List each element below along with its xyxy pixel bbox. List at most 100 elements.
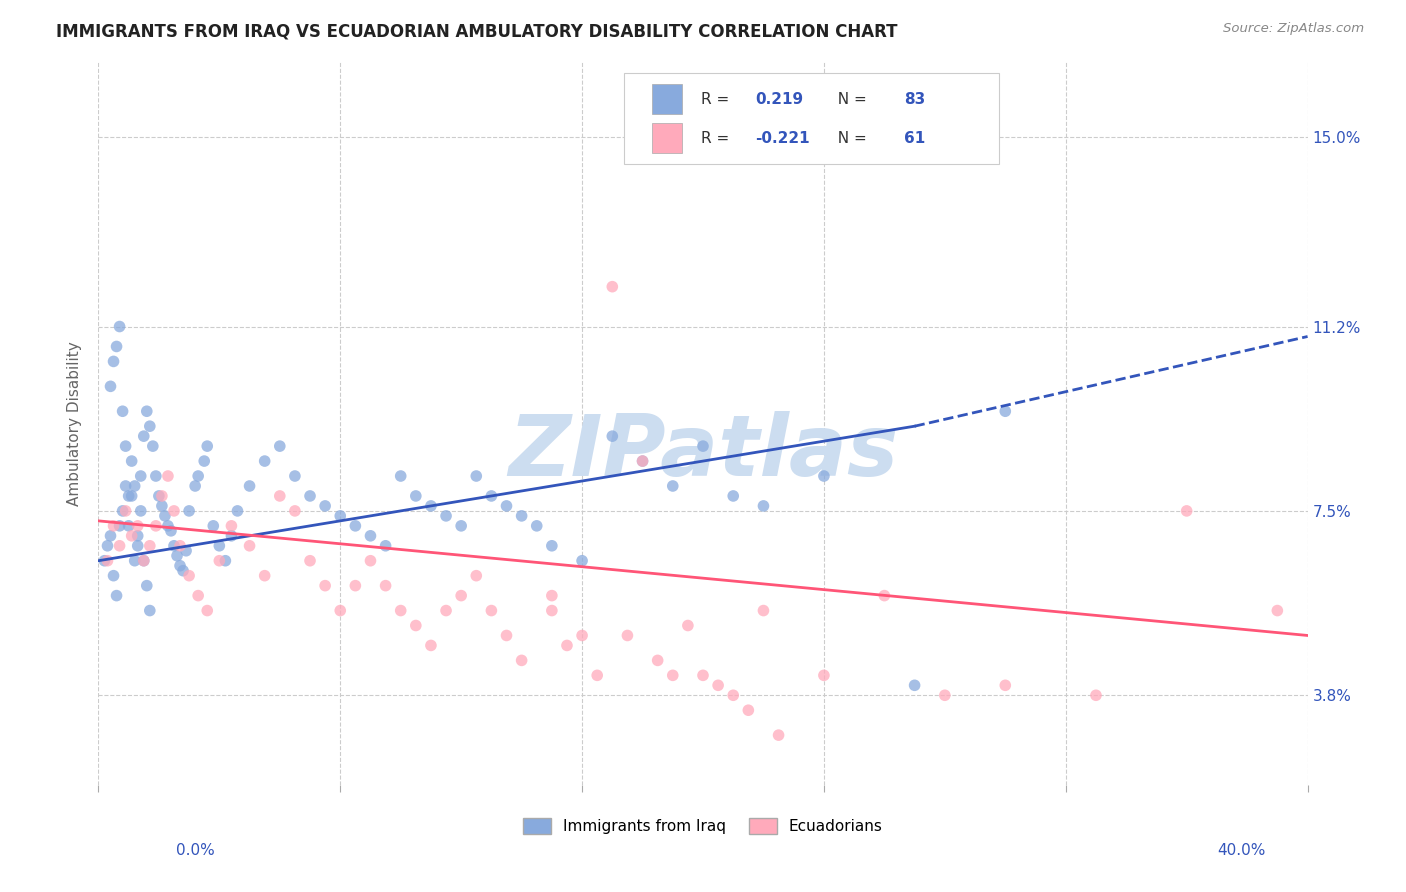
Point xyxy=(269,489,291,503)
Point xyxy=(510,508,533,523)
Point xyxy=(103,568,125,582)
Point xyxy=(540,539,562,553)
Point xyxy=(253,568,276,582)
Point xyxy=(934,688,956,702)
Point xyxy=(114,504,136,518)
Point xyxy=(124,479,146,493)
FancyBboxPatch shape xyxy=(624,73,1000,163)
Text: N =: N = xyxy=(828,131,872,146)
Point xyxy=(169,558,191,573)
Point xyxy=(139,419,162,434)
Point xyxy=(571,554,593,568)
Point xyxy=(135,404,157,418)
Point xyxy=(174,543,197,558)
Point xyxy=(540,603,562,617)
Point xyxy=(647,653,669,667)
Point xyxy=(602,429,624,443)
Point xyxy=(108,319,131,334)
Text: 0.0%: 0.0% xyxy=(176,843,215,858)
Point xyxy=(540,589,562,603)
Point xyxy=(465,469,488,483)
Point xyxy=(150,499,173,513)
Point xyxy=(389,603,412,617)
Text: 83: 83 xyxy=(904,92,925,107)
Point xyxy=(118,519,141,533)
Text: -0.221: -0.221 xyxy=(755,131,810,146)
Point xyxy=(465,568,488,582)
Text: ZIPatlas: ZIPatlas xyxy=(508,411,898,494)
Point xyxy=(127,519,149,533)
Point xyxy=(153,508,176,523)
Point xyxy=(132,429,155,443)
Legend: Immigrants from Iraq, Ecuadorians: Immigrants from Iraq, Ecuadorians xyxy=(519,814,887,838)
Point xyxy=(314,579,336,593)
Point xyxy=(269,439,291,453)
Point xyxy=(108,539,131,553)
Point xyxy=(129,504,152,518)
Text: N =: N = xyxy=(828,92,872,107)
Point xyxy=(586,668,609,682)
Point xyxy=(631,454,654,468)
Point xyxy=(121,489,143,503)
Point xyxy=(904,678,927,692)
Point xyxy=(105,589,128,603)
Point xyxy=(208,554,231,568)
Point xyxy=(329,508,352,523)
Point xyxy=(571,628,593,642)
Point xyxy=(752,499,775,513)
Point xyxy=(344,579,367,593)
Point xyxy=(111,504,134,518)
Point xyxy=(202,519,225,533)
Point xyxy=(434,508,457,523)
Point xyxy=(994,678,1017,692)
Point xyxy=(221,519,243,533)
Point xyxy=(127,529,149,543)
Point xyxy=(616,628,638,642)
Point xyxy=(374,579,396,593)
Point xyxy=(114,439,136,453)
Point xyxy=(420,639,443,653)
Point xyxy=(360,529,382,543)
Point xyxy=(187,589,209,603)
Point xyxy=(121,529,143,543)
Point xyxy=(495,499,517,513)
Point xyxy=(284,504,307,518)
Point xyxy=(1085,688,1108,702)
Point xyxy=(132,554,155,568)
Point xyxy=(434,603,457,617)
Point xyxy=(100,379,122,393)
Point xyxy=(142,439,165,453)
FancyBboxPatch shape xyxy=(652,84,682,114)
Point xyxy=(768,728,790,742)
Point xyxy=(314,499,336,513)
Point xyxy=(723,688,745,702)
Point xyxy=(195,603,218,617)
Point xyxy=(103,354,125,368)
Point xyxy=(495,628,517,642)
Text: R =: R = xyxy=(700,92,734,107)
Point xyxy=(450,589,472,603)
Point xyxy=(121,454,143,468)
Point xyxy=(156,469,179,483)
Point xyxy=(163,539,186,553)
Point xyxy=(676,618,699,632)
Text: Source: ZipAtlas.com: Source: ZipAtlas.com xyxy=(1223,22,1364,36)
Point xyxy=(239,539,262,553)
Point xyxy=(481,603,503,617)
Point xyxy=(214,554,236,568)
Point xyxy=(129,469,152,483)
Point xyxy=(139,603,162,617)
Point xyxy=(555,639,578,653)
Text: 40.0%: 40.0% xyxy=(1218,843,1265,858)
Point xyxy=(510,653,533,667)
Point xyxy=(299,554,322,568)
FancyBboxPatch shape xyxy=(652,123,682,153)
Point xyxy=(156,519,179,533)
Point xyxy=(135,579,157,593)
Point xyxy=(139,539,162,553)
Point xyxy=(994,404,1017,418)
Point xyxy=(179,568,201,582)
Point xyxy=(172,564,194,578)
Point xyxy=(344,519,367,533)
Point xyxy=(193,454,215,468)
